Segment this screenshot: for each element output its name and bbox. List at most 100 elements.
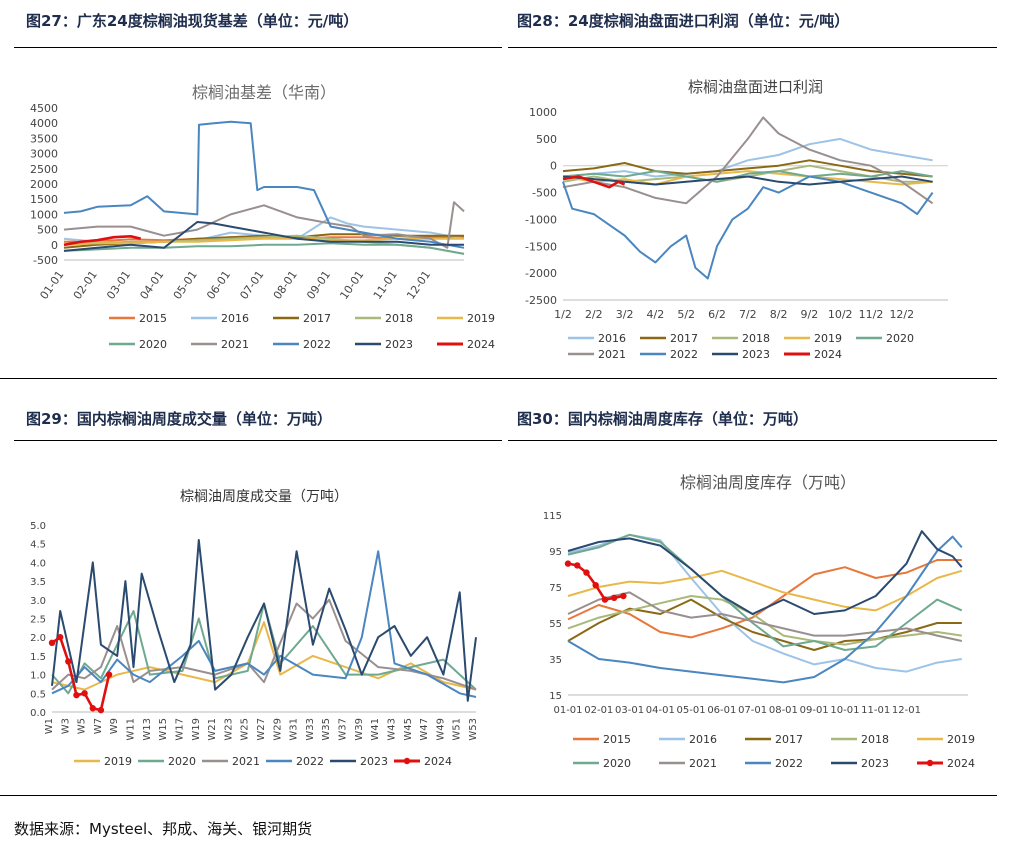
series-line-2016 xyxy=(562,137,933,178)
series-point-2024 xyxy=(81,690,88,697)
legend-label-2020: 2020 xyxy=(139,338,167,351)
legend-label-2023: 2023 xyxy=(385,338,413,351)
legend-label-2022: 2022 xyxy=(775,757,803,770)
x-tick-label: 1/2 xyxy=(554,308,572,321)
series-point-2024 xyxy=(73,691,80,699)
legend-label-2023: 2023 xyxy=(742,348,770,361)
series-line-2016 xyxy=(567,533,962,673)
x-tick-label: 10-01 xyxy=(830,705,859,716)
y-tick-label: 1500 xyxy=(30,193,58,206)
series-line-2019 xyxy=(562,170,933,186)
legend-label-2021: 2021 xyxy=(232,755,260,768)
figure-29-rule-top xyxy=(14,440,502,441)
x-tick-label: W37 xyxy=(338,718,349,741)
legend-label-2019: 2019 xyxy=(104,755,132,768)
chart-title: 棕榈油周度库存（万吨） xyxy=(680,473,856,492)
series-line-2020 xyxy=(63,242,465,255)
legend-label-2018: 2018 xyxy=(385,312,413,325)
legend-label-2016: 2016 xyxy=(598,332,626,345)
x-tick-label: 04-01 xyxy=(646,705,675,716)
legend-marker-2024 xyxy=(403,757,411,765)
legend-label-2019: 2019 xyxy=(467,312,495,325)
y-tick-label: 1000 xyxy=(30,208,58,221)
chart-basis-south-china: 棕榈油基差（华南） -500 0 500 1000 1500 2000 2500 3000 350… xyxy=(14,60,502,370)
x-tick-label: 12-01 xyxy=(892,705,921,716)
series-line-2021 xyxy=(567,591,963,642)
legend-label-2017: 2017 xyxy=(775,733,803,746)
series-point-2024 xyxy=(89,705,96,712)
y-tick-label: -500 xyxy=(532,187,557,200)
y-tick-label: 75 xyxy=(549,583,562,594)
x-tick-label: W53 xyxy=(468,718,479,741)
chart-title: 棕榈油基差（华南） xyxy=(192,83,336,102)
legend-label-2016: 2016 xyxy=(221,312,249,325)
series-line-2023 xyxy=(63,221,464,252)
x-tick-label: 12-01 xyxy=(404,268,433,302)
x-tick-label: 01-01 xyxy=(553,705,582,716)
x-tick-label: 01-01 xyxy=(37,268,66,302)
chart-title: 棕榈油周度成交量（万吨） xyxy=(180,488,348,505)
y-tick-label: 0 xyxy=(51,239,58,252)
chart-svg-0: 棕榈油基差（华南） -500 0 500 1000 1500 2000 2500 3000 350… xyxy=(30,83,495,351)
x-tick-label: W21 xyxy=(207,718,218,741)
series-point-2024 xyxy=(583,569,590,576)
x-tick-label: W23 xyxy=(223,718,234,741)
chart-import-profit: 棕榈油盘面进口利润 -2500 -2000 -1500 -1000 -500 0 500 100… xyxy=(508,60,997,370)
legend-label-2022: 2022 xyxy=(303,338,331,351)
legend-label-2024: 2024 xyxy=(424,755,452,768)
x-tick-label: W43 xyxy=(386,718,397,741)
y-tick-label: -500 xyxy=(33,254,58,267)
x-tick-label: W11 xyxy=(126,718,137,741)
y-tick-label: 95 xyxy=(549,547,562,558)
y-tick-label: 15 xyxy=(549,691,562,702)
legend-label-2015: 2015 xyxy=(139,312,167,325)
series-line-2019 xyxy=(51,621,477,691)
x-tick-label: 7/2 xyxy=(739,308,757,321)
x-tick-label: W49 xyxy=(435,718,446,741)
y-tick-label: 4500 xyxy=(30,102,58,115)
y-tick-label: 4000 xyxy=(30,117,58,130)
y-tick-label: 3000 xyxy=(30,148,58,161)
x-tick-label: 02-01 xyxy=(71,268,100,302)
chart-svg-1: 棕榈油盘面进口利润 -2500 -2000 -1500 -1000 -500 0 500 100… xyxy=(525,78,948,361)
legend-marker-2024 xyxy=(926,759,934,767)
x-tick-label: 02-01 xyxy=(584,705,613,716)
series-point-2024 xyxy=(97,706,105,714)
legend-label-2022: 2022 xyxy=(296,755,324,768)
legend-label-2023: 2023 xyxy=(360,755,388,768)
y-tick-label: 1.0 xyxy=(30,671,46,682)
series-line-2024 xyxy=(63,235,142,247)
legend-label-2020: 2020 xyxy=(886,332,914,345)
chart-weekly-inventory: 棕榈油周度库存（万吨） 15 35 55 75 95 115 01-01 02-01 03-01 0… xyxy=(508,455,997,785)
y-tick-label: 5.0 xyxy=(30,521,46,532)
series-point-2024 xyxy=(620,592,627,600)
figure-27-rule-top xyxy=(14,47,502,48)
x-tick-label: 9/2 xyxy=(801,308,819,321)
legend-label-2024: 2024 xyxy=(947,757,975,770)
y-tick-label: 0 xyxy=(550,160,557,173)
x-tick-label: W13 xyxy=(142,718,153,741)
y-tick-label: 2500 xyxy=(30,163,58,176)
y-tick-label: 2.0 xyxy=(30,633,46,644)
series-point-2024 xyxy=(56,634,64,641)
series-point-2024 xyxy=(610,594,618,601)
series-line-2023 xyxy=(51,539,477,702)
legend-label-2021: 2021 xyxy=(689,757,717,770)
x-tick-label: W25 xyxy=(240,718,251,741)
x-tick-label: 04-01 xyxy=(137,268,166,302)
x-tick-label: 11/2 xyxy=(859,308,884,321)
series-line-2017 xyxy=(562,159,933,178)
x-tick-label: 06-01 xyxy=(707,705,736,716)
figure-28-title: 图28：24度棕榈油盘面进口利润（单位：元/吨） xyxy=(517,12,850,30)
series-point-2024 xyxy=(65,658,72,665)
x-tick-label: 07-01 xyxy=(738,705,767,716)
legend-label-2020: 2020 xyxy=(603,757,631,770)
figure-28-rule-top xyxy=(508,47,997,48)
y-tick-label: 55 xyxy=(549,619,562,630)
legend-label-2019: 2019 xyxy=(947,733,975,746)
legend-label-2017: 2017 xyxy=(670,332,698,345)
y-tick-label: 500 xyxy=(536,133,557,146)
x-tick-label: 08-01 xyxy=(769,705,798,716)
legend-label-2021: 2021 xyxy=(598,348,626,361)
